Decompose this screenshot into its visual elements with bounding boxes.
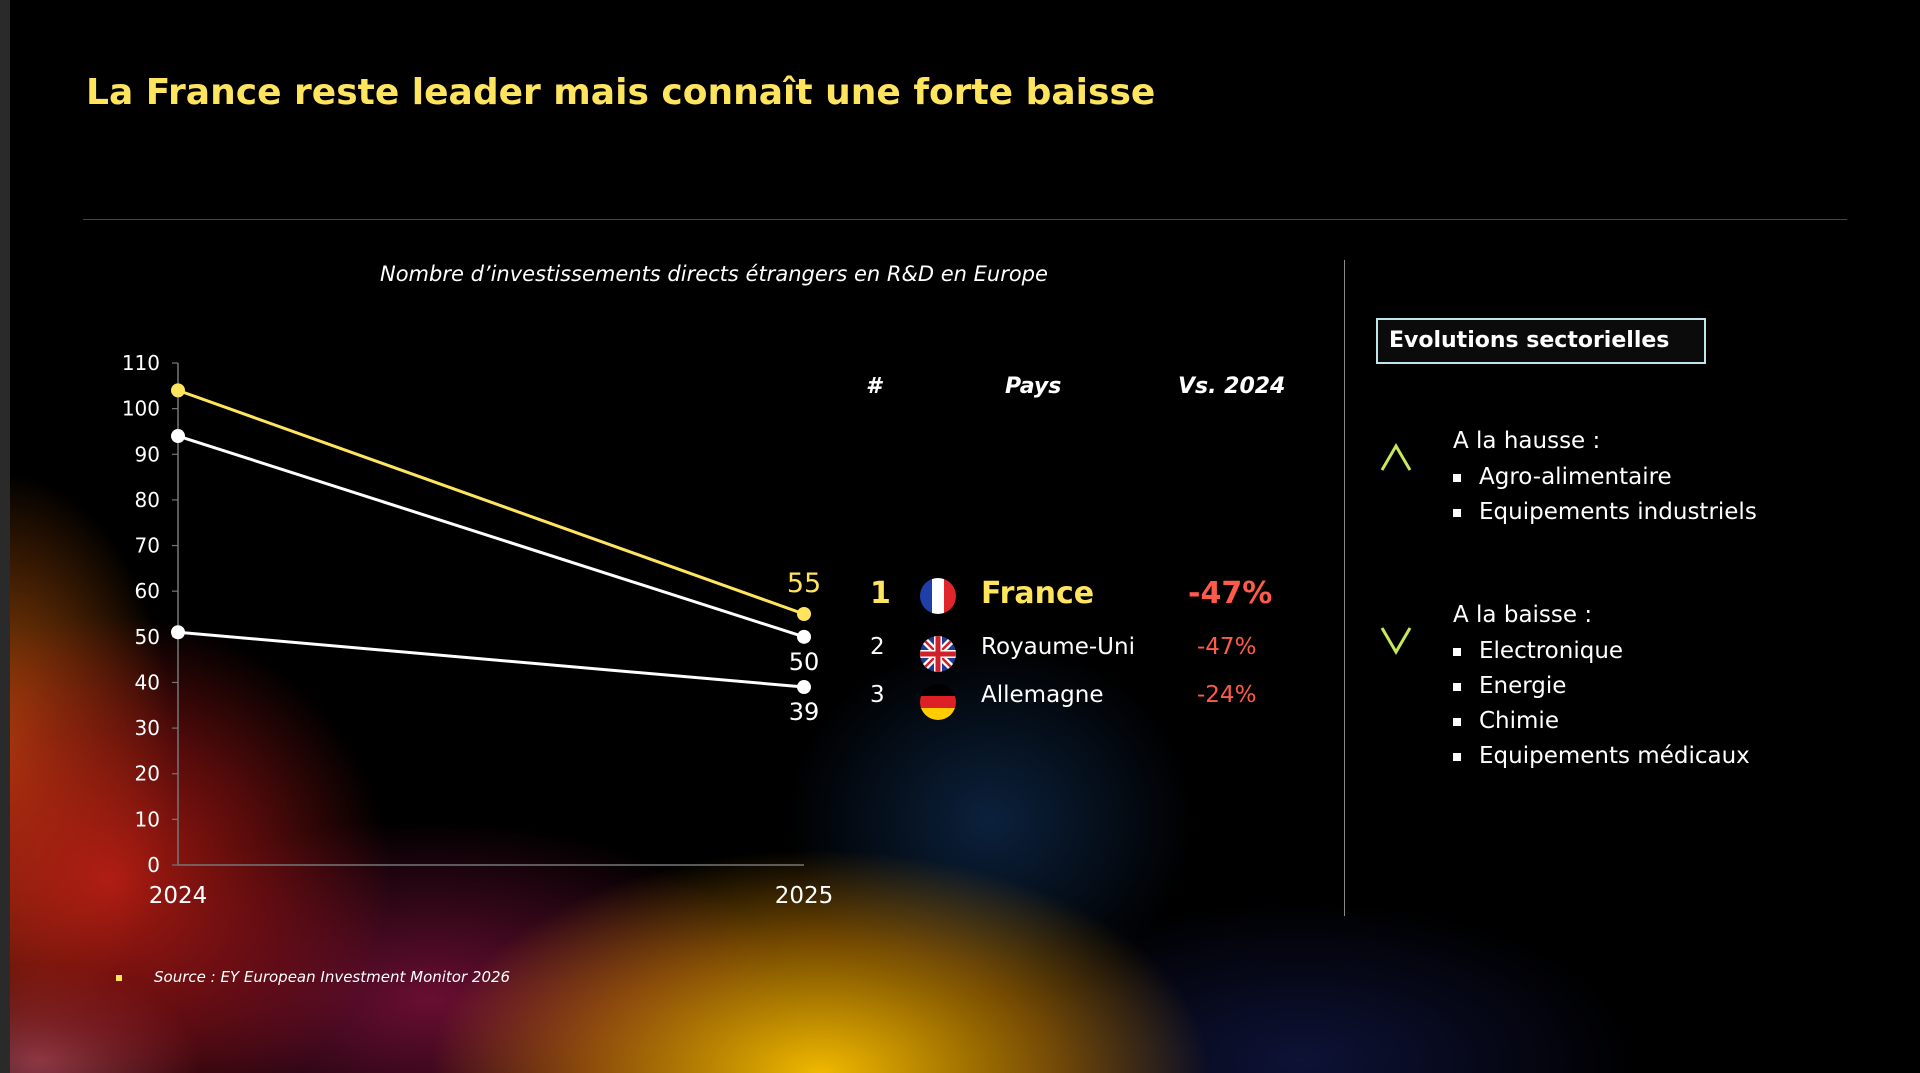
france-flag-icon	[920, 578, 956, 614]
rank-row-uk: 2 Royaume-Uni -47%	[860, 634, 1280, 674]
germany-flag-icon	[920, 684, 956, 720]
data-point	[171, 383, 185, 398]
list-item: Equipements industriels	[1453, 495, 1757, 530]
series-line	[177, 630, 805, 689]
y-tick-label: 100	[122, 397, 160, 421]
data-point	[797, 607, 811, 621]
series-line	[177, 388, 805, 616]
trend-up-heading: A la hausse :	[1453, 428, 1601, 454]
y-tick-label: 70	[135, 534, 160, 558]
title-divider	[83, 219, 1847, 220]
trend-down-heading: A la baisse :	[1453, 602, 1593, 628]
y-tick-label: 80	[135, 488, 160, 512]
source-note: Source : EY European Investment Monitor …	[154, 968, 511, 986]
header-change: Vs. 2024	[1178, 374, 1286, 399]
y-tick-label: 110	[122, 351, 160, 375]
data-label: 50	[789, 648, 820, 676]
trend-down-list: Electronique Energie Chimie Equipements …	[1453, 634, 1750, 774]
list-item: Energie	[1453, 669, 1750, 704]
header-rank: #	[866, 374, 882, 399]
y-tick-label: 60	[135, 579, 160, 603]
x-tick-label: 2025	[775, 883, 834, 909]
line-chart: 0 10 20 30 40 50 60 70 80 90 100 110 2024 2025 55 50 39	[122, 351, 834, 909]
rank-number: 3	[870, 682, 885, 708]
y-tick-label: 90	[135, 442, 160, 466]
left-edge-strip	[0, 0, 10, 1073]
data-label: 39	[789, 698, 820, 726]
change-value: -47%	[1197, 634, 1257, 660]
country-name: Royaume-Uni	[981, 634, 1135, 660]
list-item: Equipements médicaux	[1453, 739, 1750, 774]
x-tick-label: 2024	[149, 883, 208, 909]
data-point	[171, 625, 185, 640]
change-value: -47%	[1188, 576, 1273, 611]
data-label: 55	[787, 568, 821, 599]
data-point	[171, 429, 185, 444]
series-line	[177, 434, 805, 639]
y-tick-label: 50	[135, 625, 160, 649]
country-name: Allemagne	[981, 682, 1104, 708]
y-tick-label: 20	[135, 762, 160, 786]
chart-title: Nombre d’investissements directs étrange…	[380, 262, 1048, 286]
list-item: Electronique	[1453, 634, 1750, 669]
header-country: Pays	[1005, 374, 1062, 399]
y-tick-label: 10	[135, 807, 160, 831]
y-tick-label: 0	[147, 853, 160, 877]
change-value: -24%	[1197, 682, 1257, 708]
vertical-divider	[1344, 260, 1345, 916]
list-item: Agro-alimentaire	[1453, 460, 1757, 495]
rank-number: 2	[870, 634, 885, 660]
list-item: Chimie	[1453, 704, 1750, 739]
country-name: France	[981, 576, 1095, 611]
source-bullet	[116, 975, 122, 981]
rank-row-germany: 3 Allemagne -24%	[860, 682, 1280, 722]
sector-box-title: Evolutions sectorielles	[1376, 318, 1706, 364]
data-point	[797, 680, 811, 695]
chevron-down-icon	[1380, 627, 1412, 655]
uk-flag-icon	[920, 636, 956, 672]
chevron-up-icon	[1380, 443, 1412, 471]
page-title: La France reste leader mais connaît une …	[86, 72, 1156, 113]
trend-up-list: Agro-alimentaire Equipements industriels	[1453, 460, 1757, 530]
data-point	[797, 629, 811, 644]
y-tick-label: 40	[135, 670, 160, 694]
rank-row-france: 1 France -47%	[860, 576, 1280, 616]
rank-number: 1	[870, 576, 891, 611]
y-tick-label: 30	[135, 716, 160, 740]
